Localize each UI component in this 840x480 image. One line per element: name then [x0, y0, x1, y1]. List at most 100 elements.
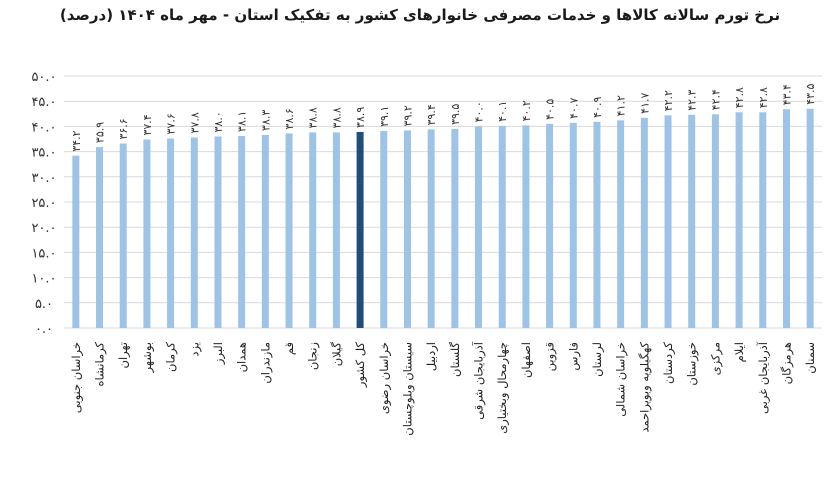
category-label: کردستان: [661, 341, 676, 384]
category-label: آذربایجان غربی: [756, 341, 771, 414]
category-label: همدان: [235, 342, 249, 372]
category-label: مازندران: [258, 342, 273, 384]
bar: [427, 129, 435, 328]
category-label: اردبیل: [424, 342, 439, 371]
bar: [285, 133, 293, 328]
bar: [380, 130, 388, 328]
category-label: خراسان رضوی: [377, 342, 392, 414]
bar: [214, 136, 222, 328]
bar: [593, 121, 601, 328]
y-tick-label: ۵۰.۰: [31, 70, 56, 85]
bar: [806, 108, 814, 328]
data-label: ۴۰.۵: [544, 99, 557, 120]
bar: [96, 147, 104, 328]
bar: [759, 112, 767, 329]
category-label: سیستان وبلوچستان: [400, 342, 415, 436]
bar: [735, 112, 743, 329]
category-label: چهارمحال وبختیاری: [495, 342, 510, 434]
category-label: کل کشور: [353, 341, 368, 388]
category-label: گیلان: [329, 341, 343, 366]
y-tick-label: ۰.۰: [35, 322, 53, 337]
category-label: کهگیلویه وبویراحمد: [637, 341, 652, 432]
data-label: ۳۸.۸: [330, 107, 343, 128]
data-label: ۳۹.۵: [449, 104, 462, 125]
bar: [309, 132, 317, 328]
bar: [119, 143, 127, 328]
y-tick-label: ۱۰.۰: [31, 272, 56, 287]
bar: [569, 122, 577, 328]
category-label: اصفهان: [519, 342, 533, 378]
bar: [72, 155, 80, 328]
bar: [617, 120, 625, 329]
data-label: ۳۵.۹: [94, 122, 107, 143]
data-label: ۳۸.۳: [259, 110, 272, 131]
bar: [451, 128, 459, 328]
data-label: ۳۹.۱: [378, 106, 391, 127]
category-labels: خراسان جنوبی کرمانشاه تهران بوشهر کرمان یزد ال…: [69, 341, 817, 436]
category-label: آذربایجان شرقی: [472, 341, 487, 420]
bar: [688, 114, 696, 328]
data-label: ۳۸.۶: [283, 108, 296, 129]
bar: [522, 125, 530, 328]
bar: [640, 117, 648, 328]
category-label: قم: [282, 342, 296, 355]
data-label: ۴۲.۲: [662, 90, 675, 111]
y-tick-label: ۴۰.۰: [31, 120, 56, 135]
data-label: ۳۶.۶: [117, 118, 130, 139]
y-tick-label: ۳۰.۰: [31, 171, 56, 186]
data-label: ۳۴.۲: [70, 130, 83, 151]
data-label: ۴۱.۷: [638, 93, 651, 114]
data-label: ۳۸.۰: [212, 111, 225, 132]
data-label: ۴۰.۷: [567, 98, 580, 119]
data-label: ۳۹.۴: [425, 104, 438, 125]
data-label: ۴۲.۸: [757, 87, 770, 108]
data-label: ۳۷.۶: [165, 113, 178, 134]
grid-lines: [64, 75, 822, 329]
data-label: ۴۲.۴: [709, 89, 722, 110]
category-label: هرمزگان: [779, 342, 794, 384]
y-tick-label: ۳۵.۰: [31, 146, 56, 161]
category-label: لرستان: [590, 342, 605, 377]
category-label: کرمانشاه: [93, 341, 108, 386]
y-axis-ticks: ۰.۰ ۵.۰ ۱۰.۰ ۱۵.۰ ۲۰.۰ ۲۵.۰ ۳۰.۰ ۳۵.۰ ۴۰.۰ ۴۵.۰ ۵۰…: [31, 70, 56, 337]
data-label: ۴۲.۳: [686, 89, 699, 110]
data-label: ۳۷.۴: [141, 114, 154, 135]
bar: [143, 139, 151, 328]
bar: [332, 132, 340, 328]
y-tick-label: ۵.۰: [35, 297, 53, 312]
data-label: ۳۹.۲: [401, 105, 414, 126]
category-label: خراسان شمالی: [614, 342, 629, 417]
bar: [782, 109, 790, 328]
bar: [261, 134, 269, 328]
data-label: ۴۳.۴: [780, 84, 793, 105]
bar: [546, 123, 554, 328]
bar: [711, 114, 719, 328]
data-label: ۳۸.۹: [354, 107, 367, 128]
data-label: ۴۱.۲: [615, 95, 628, 116]
chart-title: نرخ تورم سالانه کالاها و خدمات مصرفی خان…: [59, 6, 781, 24]
bar: [664, 115, 672, 328]
data-label: ۳۸.۸: [307, 107, 320, 128]
bar: [498, 125, 506, 328]
data-label: ۴۲.۸: [733, 87, 746, 108]
data-label: ۴۳.۵: [804, 83, 817, 104]
category-label: البرز: [211, 342, 226, 365]
category-label: قزوین: [543, 342, 558, 371]
bar: [190, 137, 198, 328]
category-label: فارس: [566, 342, 581, 371]
category-label: مرکزی: [708, 342, 723, 375]
category-label: خوزستان: [685, 342, 700, 386]
data-label: ۴۰.۲: [520, 100, 533, 121]
category-label: بوشهر: [140, 342, 155, 373]
category-label: تهران: [116, 342, 131, 369]
category-label: یزد: [187, 342, 202, 357]
value-labels: ۳۴.۲ ۳۵.۹ ۳۶.۶ ۳۷.۴ ۳۷.۶ ۳۷.۸ ۳۸.۰ ۳۸.۱ ۳۸.۳ ۳۸.۶…: [70, 83, 817, 151]
bar: [475, 126, 483, 329]
category-label: زنجان: [306, 342, 321, 370]
data-label: ۴۰.۰: [473, 101, 486, 122]
bars: [72, 108, 814, 329]
bar: [403, 130, 411, 328]
category-label: خراسان جنوبی: [69, 342, 84, 413]
